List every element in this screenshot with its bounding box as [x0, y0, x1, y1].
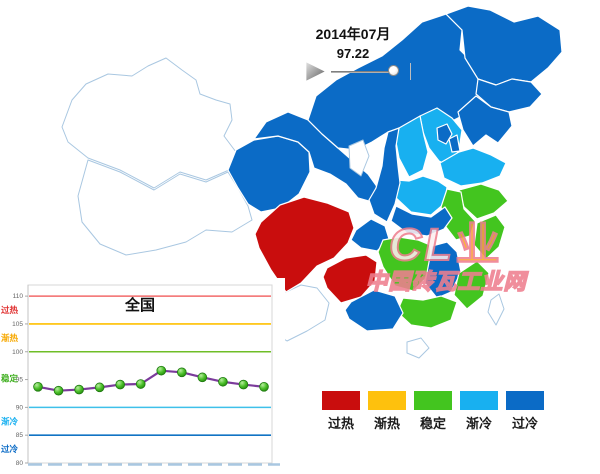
data-point — [94, 382, 105, 393]
zone-label-渐冷: 渐冷 — [1, 416, 19, 426]
legend-label: 过热 — [327, 416, 354, 431]
y-tick-label: 80 — [16, 460, 24, 467]
current-month: 2014年07月 — [315, 26, 391, 42]
legend-label: 过冷 — [511, 416, 538, 431]
map-region-jiangxi[interactable] — [424, 241, 462, 299]
map-region-liaoning[interactable] — [457, 95, 513, 147]
map-region-shandong[interactable] — [439, 147, 507, 187]
play-icon[interactable] — [306, 62, 325, 81]
data-point — [156, 365, 167, 376]
map-region-fujian[interactable] — [453, 260, 490, 310]
legend-swatch — [322, 391, 360, 410]
zone-label-稳定: 稳定 — [1, 373, 19, 383]
map-region-guangxi[interactable] — [344, 289, 404, 332]
map-region-hubei[interactable] — [390, 205, 453, 237]
data-point — [177, 367, 187, 378]
map-region-guizhou[interactable] — [322, 254, 378, 304]
y-tick-label: 95 — [16, 377, 24, 384]
data-point — [259, 381, 269, 392]
legend-label: 稳定 — [419, 416, 446, 431]
map-region-hunan[interactable] — [377, 236, 433, 292]
data-point — [238, 379, 249, 390]
timeline-controls — [306, 62, 426, 84]
map-region-shanxi[interactable] — [395, 115, 429, 178]
map-region-jilin[interactable] — [475, 78, 543, 113]
legend-item: 过热 — [322, 391, 360, 432]
legend-item: 稳定 — [414, 391, 452, 432]
legend-label: 渐冷 — [465, 416, 492, 431]
data-point — [197, 372, 208, 383]
map-region-guangdong[interactable] — [396, 295, 458, 329]
time-header: 2014年07月 97.22 — [288, 24, 418, 61]
map-region-xinjiang[interactable] — [61, 57, 237, 189]
y-tick-label: 90 — [16, 404, 24, 411]
plot-area — [27, 284, 273, 464]
y-tick-label: 105 — [12, 321, 23, 328]
national-trend-panel: 全国 80 85 90 95 100 105 110 过热渐热稳定渐冷过冷 — [0, 278, 285, 474]
map-region-xizang[interactable] — [77, 159, 253, 256]
legend-swatch — [368, 391, 406, 410]
map-region-qinghai[interactable] — [227, 135, 311, 213]
legend-item: 渐冷 — [460, 391, 498, 432]
legend-item: 过冷 — [506, 391, 544, 432]
map-region-ningxia[interactable] — [348, 139, 370, 177]
data-point — [53, 385, 64, 396]
map-region-zhejiang[interactable] — [473, 214, 506, 260]
y-tick-label: 85 — [16, 432, 24, 439]
legend-item: 渐热 — [368, 391, 406, 432]
y-tick-label: 110 — [13, 293, 24, 300]
map-region-taiwan[interactable] — [487, 293, 505, 326]
y-tick-label: 100 — [12, 349, 23, 356]
zone-label-过热: 过热 — [1, 305, 19, 315]
current-index-value: 97.22 — [336, 46, 370, 61]
zone-label-渐热: 渐热 — [1, 333, 19, 343]
map-region-shaanxi[interactable] — [368, 127, 401, 223]
map-region-jiangsu[interactable] — [458, 183, 509, 220]
data-point — [135, 379, 146, 389]
map-region-heilongjiang[interactable] — [445, 5, 563, 86]
map-legend: 过热 渐热 稳定 渐冷 过冷 — [322, 391, 544, 432]
zone-label-过冷: 过冷 — [1, 444, 19, 454]
map-region-hainan[interactable] — [406, 337, 430, 359]
timeline-slider-track[interactable] — [331, 71, 395, 73]
map-region-sichuan[interactable] — [254, 196, 355, 293]
chart-title: 全国 — [124, 297, 155, 314]
legend-swatch — [414, 391, 452, 410]
data-point — [218, 376, 228, 387]
timeline-slider-endstop — [410, 63, 411, 80]
legend-swatch — [460, 391, 498, 410]
data-point — [74, 384, 84, 395]
timeline-slider-handle[interactable] — [388, 65, 399, 76]
map-region-tianjin[interactable] — [448, 134, 461, 153]
legend-label: 渐热 — [373, 416, 400, 431]
data-point — [115, 379, 125, 390]
legend-swatch — [506, 391, 544, 410]
data-point — [33, 381, 43, 392]
